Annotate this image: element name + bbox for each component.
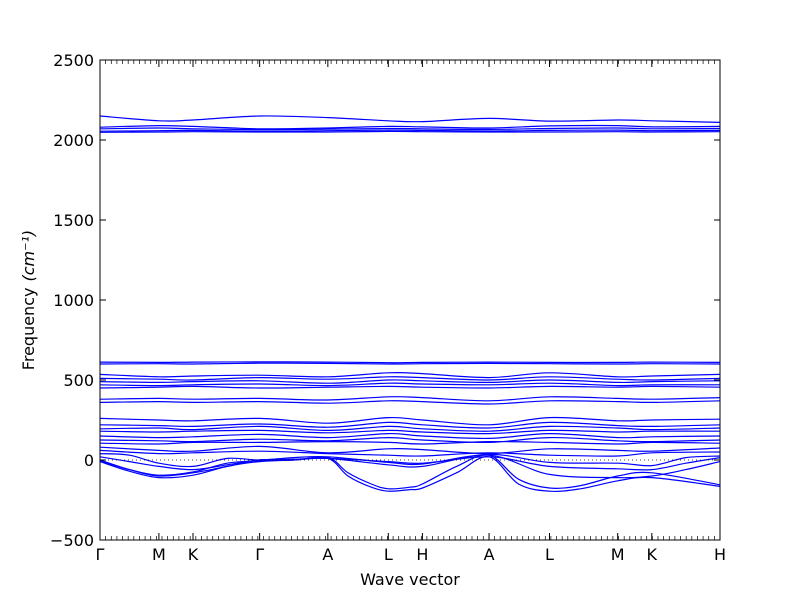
y-tick-label: 2500 xyxy=(53,51,94,70)
y-tick-label: 500 xyxy=(63,371,94,390)
band-line-6 xyxy=(99,361,721,364)
x-tick-label: A xyxy=(322,545,333,564)
x-tick-label: L xyxy=(545,545,554,564)
band-line-10 xyxy=(99,379,721,384)
band-line-28 xyxy=(99,454,721,490)
band-line-4 xyxy=(99,129,721,132)
band-line-17 xyxy=(99,425,721,432)
band-line-11 xyxy=(99,382,721,387)
x-tick-label: M xyxy=(611,545,625,564)
band-line-3 xyxy=(99,127,721,131)
band-line-15 xyxy=(99,416,721,426)
y-axis-label-unit: (cm⁻¹) xyxy=(19,230,38,282)
x-axis-label: Wave vector xyxy=(360,570,460,589)
y-tick-label: 1500 xyxy=(53,211,94,230)
band-line-25 xyxy=(99,456,721,471)
x-tick-label: L xyxy=(384,545,393,564)
x-tick-label: Γ xyxy=(96,545,105,564)
band-lines xyxy=(99,115,721,493)
band-line-23 xyxy=(99,449,721,457)
x-tick-label: M xyxy=(152,545,166,564)
y-axis-label: Frequency (cm⁻¹) xyxy=(19,230,38,370)
x-tick-label: H xyxy=(714,545,726,564)
band-line-20 xyxy=(99,436,721,444)
band-line-21 xyxy=(99,440,721,445)
band-line-22 xyxy=(99,445,721,455)
x-tick-label: K xyxy=(647,545,658,564)
band-line-16 xyxy=(99,421,721,429)
x-tick-label: Γ xyxy=(255,545,264,564)
y-tick-label: 1000 xyxy=(53,291,94,310)
band-line-8 xyxy=(99,372,721,379)
band-line-18 xyxy=(99,429,721,435)
band-line-14 xyxy=(99,400,721,405)
y-tick-label: −500 xyxy=(50,531,94,550)
y-tick-label: 0 xyxy=(84,451,94,470)
y-tick-label: 2000 xyxy=(53,131,94,150)
band-line-7 xyxy=(99,362,721,365)
x-tick-label: H xyxy=(416,545,428,564)
band-line-5 xyxy=(99,130,721,133)
y-axis-ticks: −500 0 500 1000 1500 2000 2500 xyxy=(50,51,720,550)
band-line-1 xyxy=(99,115,721,123)
band-line-19 xyxy=(99,432,721,440)
x-tick-label: A xyxy=(484,545,495,564)
band-line-27 xyxy=(99,456,721,493)
band-line-9 xyxy=(99,376,721,381)
band-line-12 xyxy=(99,385,721,389)
x-tick-label: K xyxy=(188,545,199,564)
y-axis-label-text: Frequency xyxy=(19,288,38,371)
band-line-2 xyxy=(99,124,721,130)
band-line-13 xyxy=(99,396,721,402)
